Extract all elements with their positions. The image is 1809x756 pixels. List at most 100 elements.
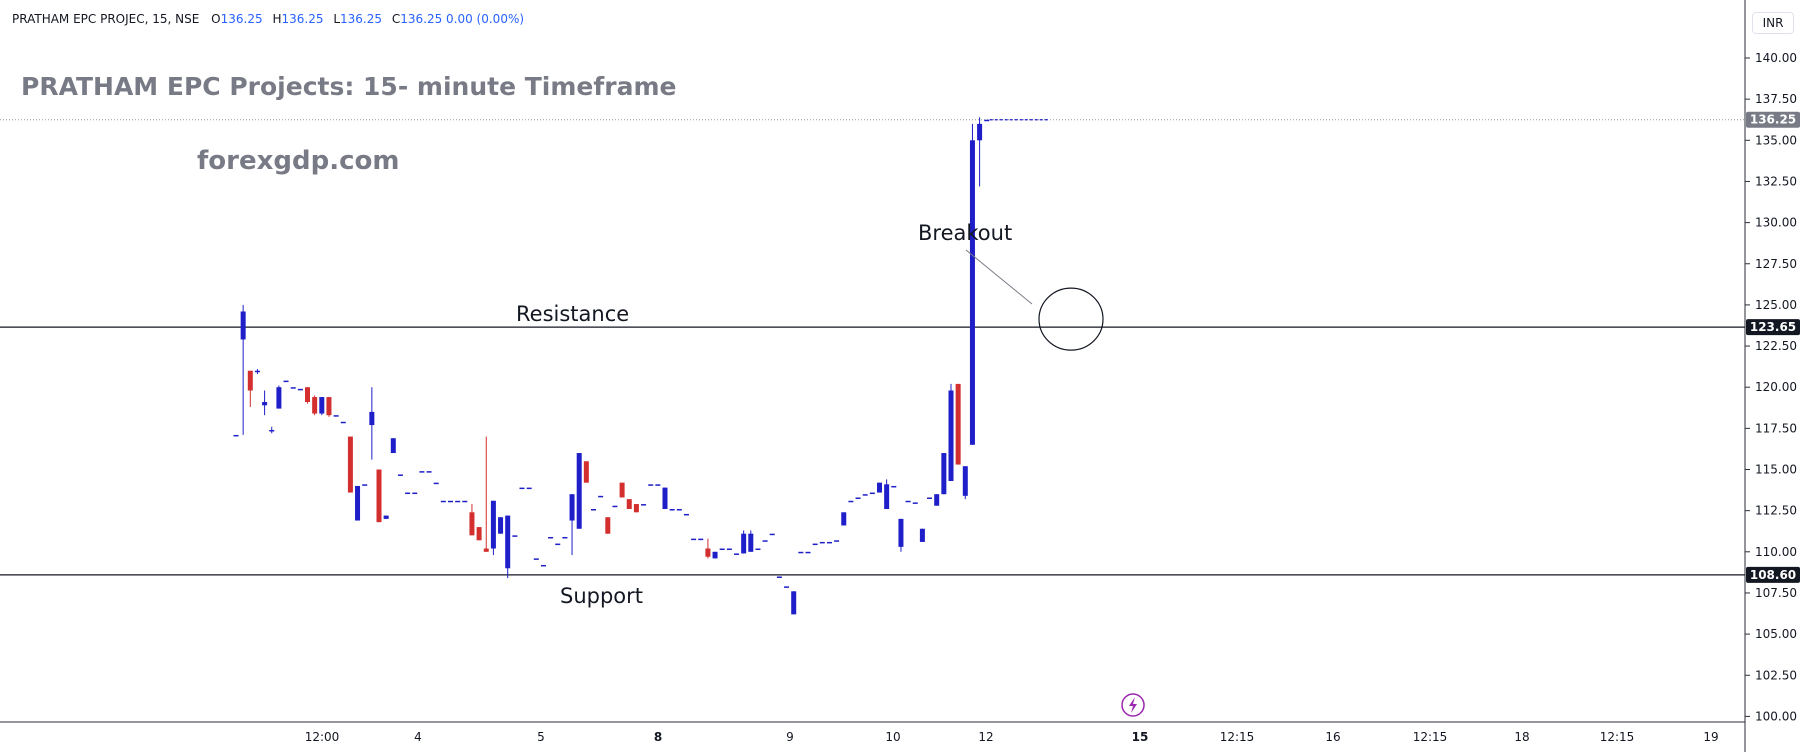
candle-body: [698, 538, 704, 541]
lightning-bolt-icon: [1129, 697, 1137, 713]
candle-body: [419, 471, 425, 473]
y-tick-label: 110.00: [1755, 545, 1797, 559]
candle-body: [612, 505, 618, 508]
candle-body: [898, 518, 904, 547]
candle-body: [469, 512, 475, 536]
candle-body: [598, 495, 604, 498]
candle-body: [877, 482, 882, 493]
breakout-circle: [1038, 287, 1104, 351]
high-label: H: [272, 12, 282, 26]
y-tick-label: 135.00: [1755, 133, 1797, 147]
x-tick-label: 8: [654, 730, 662, 744]
x-tick-label: 12: [978, 730, 993, 744]
low-label: L: [333, 12, 340, 26]
y-tick-label: 107.50: [1755, 586, 1797, 600]
resistance-label: Resistance: [516, 302, 630, 326]
candle-body: [884, 484, 890, 510]
candle-body: [548, 536, 554, 539]
candle-body: [555, 543, 561, 546]
candle-body: [855, 497, 861, 499]
close-label: C: [391, 12, 401, 26]
candle-body: [519, 487, 525, 490]
candle-body: [247, 370, 253, 391]
x-tick-label: 10: [885, 730, 900, 744]
candle-body: [276, 387, 282, 409]
candle-body: [962, 466, 968, 496]
candle-body: [948, 390, 954, 482]
last-price-badge-text: 136.25: [1750, 113, 1796, 127]
candle-body: [326, 397, 332, 416]
x-tick-label: 12:15: [1220, 730, 1255, 744]
candle-body: [619, 482, 625, 498]
candle-body: [841, 512, 847, 526]
breakout-label: Breakout: [918, 221, 1013, 245]
candle-body: [977, 123, 983, 141]
chart-title: PRATHAM EPC Projects: 15- minute Timefra…: [21, 72, 677, 101]
candle-body: [476, 527, 482, 541]
candle-body: [791, 591, 797, 615]
candle-body: [784, 586, 790, 588]
currency-button[interactable]: INR: [1752, 12, 1794, 34]
candle-body: [312, 397, 318, 414]
candle-body: [805, 551, 811, 554]
close-value: 136.25 0.00 (0.00%): [400, 12, 525, 26]
candle-body: [455, 500, 461, 503]
candle-body: [462, 500, 468, 503]
candle-body: [826, 541, 832, 544]
support-price-badge: [1746, 566, 1800, 583]
candle-body: [927, 497, 933, 499]
candle-body: [726, 548, 732, 551]
candle-body: [748, 533, 754, 552]
candle-body: [362, 484, 368, 486]
candle-body: [340, 421, 346, 424]
y-tick-label: 120.00: [1755, 380, 1797, 394]
candle-body: [669, 509, 675, 511]
watermark-text: forexgdp.com: [197, 146, 400, 176]
candle-body: [240, 311, 246, 340]
candle-body: [705, 548, 711, 557]
x-tick-label: 16: [1325, 730, 1340, 744]
candle-body: [369, 411, 375, 426]
candle-body: [819, 541, 825, 544]
x-tick-label: 4: [414, 730, 422, 744]
candle-body: [254, 370, 260, 373]
candle-body: [984, 119, 990, 122]
y-tick-label: 100.00: [1755, 709, 1797, 723]
y-tick-label: 132.50: [1755, 174, 1797, 188]
candle-body: [269, 429, 275, 432]
y-tick-label: 112.50: [1755, 504, 1797, 518]
lightning-icon[interactable]: [1121, 693, 1145, 717]
candle-body: [526, 487, 532, 490]
candle-body: [305, 387, 310, 403]
candle-body: [297, 388, 303, 391]
open-label: O: [211, 12, 221, 26]
candle-body: [683, 513, 689, 516]
candle-body: [498, 517, 504, 534]
symbol-header: PRATHAM EPC PROJEC, 15, NSE O136.25 H136…: [12, 12, 530, 26]
candle-body: [505, 515, 511, 569]
candle-body: [376, 469, 382, 523]
y-tick-label: 102.50: [1755, 668, 1797, 682]
candle-body: [397, 474, 403, 476]
candle-body: [591, 509, 596, 511]
candle-body: [912, 502, 918, 504]
candle-body: [283, 380, 289, 383]
candle-body: [405, 492, 411, 495]
candle-body: [691, 538, 697, 541]
candle-body: [383, 515, 389, 519]
support-price-badge-text: 108.60: [1750, 568, 1796, 582]
candle-body: [941, 453, 947, 495]
candle-body: [641, 504, 647, 506]
candle-body: [905, 500, 911, 503]
x-tick-label: 12:15: [1600, 730, 1635, 744]
candle-body: [533, 558, 539, 560]
candle-body: [290, 387, 296, 389]
symbol-label[interactable]: PRATHAM EPC PROJEC, 15, NSE: [12, 12, 200, 26]
y-tick-label: 130.00: [1755, 216, 1797, 230]
candle-body: [762, 540, 768, 542]
candle-body: [512, 535, 518, 537]
candle-body: [969, 140, 975, 445]
resistance-price-badge: [1746, 319, 1800, 336]
